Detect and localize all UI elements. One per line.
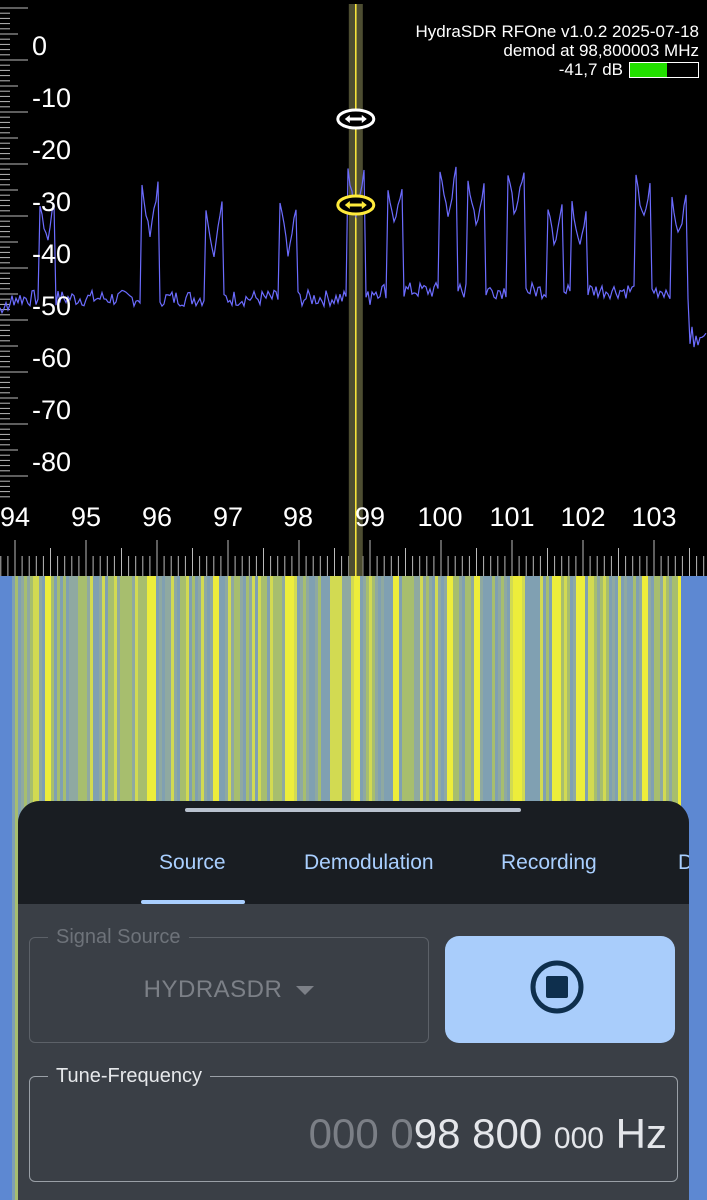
freq-label-103: 103 xyxy=(631,502,677,532)
tune-frequency-value[interactable]: 000 098 800 000 Hz xyxy=(309,1110,667,1163)
info-overlay: HydraSDR RFOne v1.0.2 2025-07-18 demod a… xyxy=(416,22,699,79)
signal-level-row: -41,7 dB xyxy=(416,60,699,79)
stop-circle-icon xyxy=(530,960,584,1014)
spectrum-plot[interactable] xyxy=(0,0,707,576)
freq-label-102: 102 xyxy=(560,502,606,532)
spectrum-view[interactable]: 0 -10 -20 -30 -40 -50 -60 -70 -80 94 95 … xyxy=(0,0,707,576)
drag-handle[interactable] xyxy=(185,808,521,812)
signal-source-select[interactable]: Signal Source HYDRASDR xyxy=(29,925,429,1043)
signal-source-label: Signal Source xyxy=(48,925,189,949)
db-label-minus80: -80 xyxy=(32,447,72,477)
signal-level-fill xyxy=(630,62,668,77)
stop-button[interactable] xyxy=(445,936,675,1043)
waterfall-column xyxy=(15,576,18,1200)
waterfall-column xyxy=(0,576,3,1200)
db-label-minus50: -50 xyxy=(32,291,72,321)
db-label-minus40: -40 xyxy=(32,239,72,269)
waterfall-column xyxy=(705,576,707,1200)
frequency-unit: Hz xyxy=(615,1110,667,1157)
tab-display[interactable]: D xyxy=(678,851,689,874)
freq-label-96: 96 xyxy=(141,502,173,532)
freq-label-101: 101 xyxy=(489,502,535,532)
tab-active-indicator xyxy=(141,900,245,904)
waterfall-column xyxy=(6,576,9,1200)
freq-label-99: 99 xyxy=(354,502,386,532)
waterfall-column xyxy=(690,576,693,1200)
freq-label-95: 95 xyxy=(70,502,102,532)
waterfall-column xyxy=(702,576,705,1200)
frequency-hz-digits: 000 xyxy=(553,1122,604,1155)
freq-label-94: 94 xyxy=(0,502,31,532)
signal-level-meter xyxy=(629,61,699,78)
freq-label-100: 100 xyxy=(417,502,463,532)
tune-frequency-field[interactable]: Tune-Frequency 000 098 800 000 Hz xyxy=(29,1064,678,1182)
demod-frequency-text: demod at 98,800003 MHz xyxy=(503,41,699,60)
db-label-minus60: -60 xyxy=(32,343,72,373)
waterfall-column xyxy=(9,576,12,1200)
signal-source-value: HYDRASDR xyxy=(143,976,283,1003)
db-label-minus30: -30 xyxy=(32,187,72,217)
db-label-minus70: -70 xyxy=(32,395,72,425)
waterfall-column xyxy=(696,576,699,1200)
waterfall-column xyxy=(693,576,696,1200)
waterfall-column xyxy=(699,576,702,1200)
waterfall-column xyxy=(12,576,15,1200)
tab-recording[interactable]: Recording xyxy=(501,851,597,874)
signal-source-value-row: HYDRASDR xyxy=(30,976,428,1004)
device-info-text: HydraSDR RFOne v1.0.2 2025-07-18 xyxy=(415,22,699,41)
tab-demodulation[interactable]: Demodulation xyxy=(304,851,434,874)
tab-source[interactable]: Source xyxy=(159,851,226,874)
dropdown-arrow-icon xyxy=(296,986,315,996)
bandwidth-handle-icon[interactable] xyxy=(336,108,376,130)
freq-label-97: 97 xyxy=(212,502,244,532)
db-label-minus10: -10 xyxy=(32,83,72,113)
waterfall-column xyxy=(3,576,6,1200)
signal-level-text: -41,7 dB xyxy=(558,60,623,79)
db-label-0: 0 xyxy=(32,31,48,61)
squelch-handle-icon[interactable] xyxy=(336,194,376,216)
bottom-sheet: Source Demodulation Recording D Signal S… xyxy=(18,801,689,1200)
tab-bar: Source Demodulation Recording D xyxy=(18,801,689,904)
tune-frequency-label: Tune-Frequency xyxy=(48,1064,210,1088)
db-label-minus20: -20 xyxy=(32,135,72,165)
frequency-leading-digits: 000 0 xyxy=(308,1110,414,1157)
frequency-main-digits: 98 800 xyxy=(413,1110,543,1157)
freq-label-98: 98 xyxy=(282,502,314,532)
